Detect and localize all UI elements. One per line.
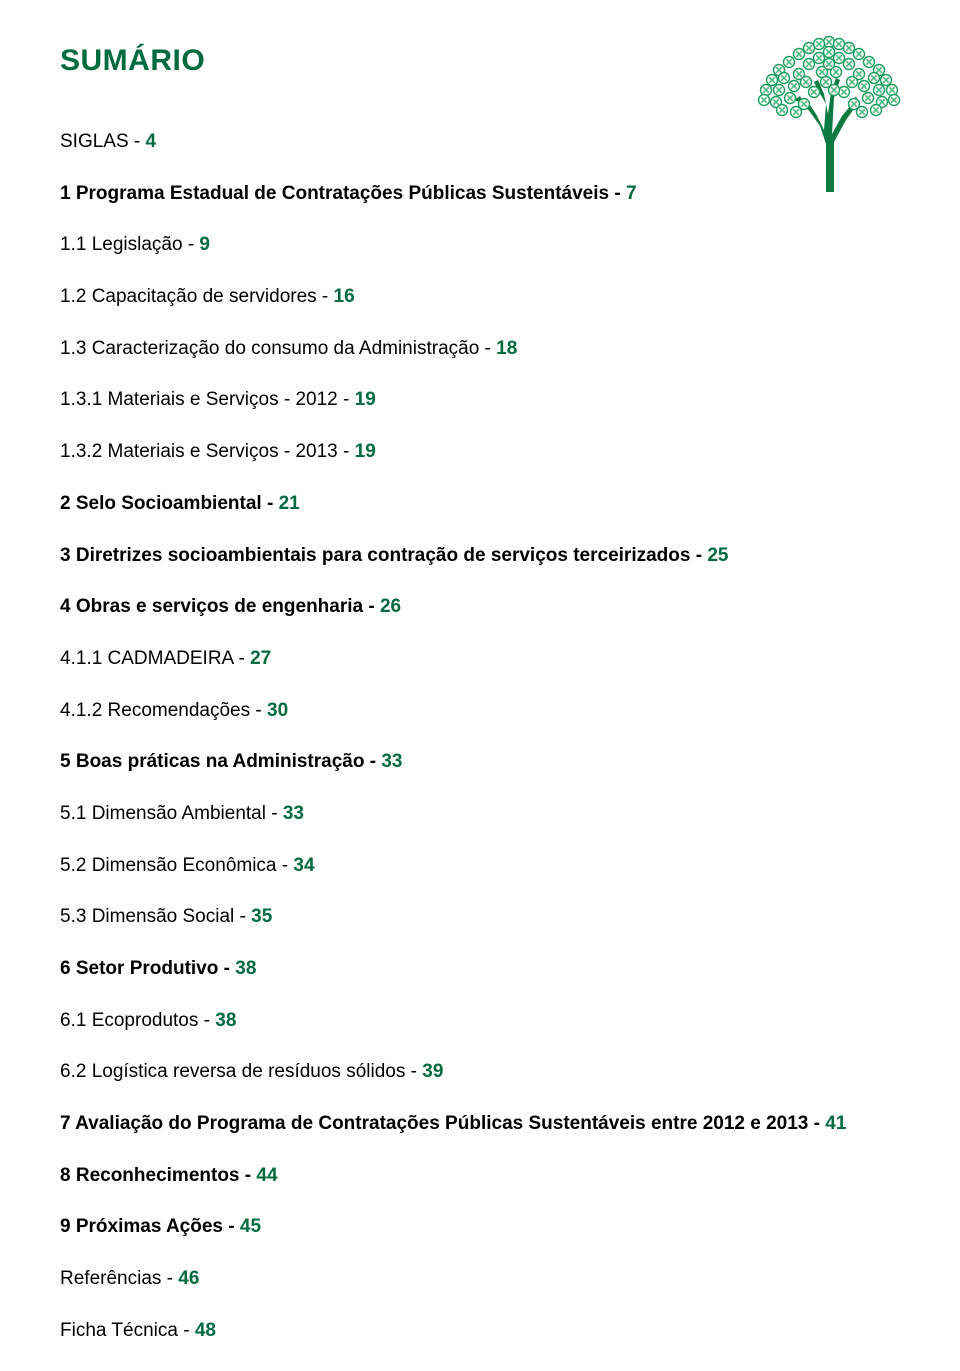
toc-entry: Referências - 46 [60,1267,900,1292]
toc-entry: 6.1 Ecoprodutos - 38 [60,1009,900,1034]
toc-entry: 4 Obras e serviços de engenharia - 26 [60,595,900,620]
toc-entry: 1.3 Caracterização do consumo da Adminis… [60,337,900,362]
toc-page-number: 45 [240,1216,261,1237]
toc-entry: 1.3.1 Materiais e Serviços - 2012 - 19 [60,388,900,413]
toc-label: 7 Avaliação do Programa de Contratações … [60,1113,825,1134]
toc-entry: 7 Avaliação do Programa de Contratações … [60,1112,900,1137]
toc-entry: 1.1 Legislação - 9 [60,233,900,258]
toc-entry: 5.2 Dimensão Econômica - 34 [60,854,900,879]
toc-label: 9 Próximas Ações - [60,1216,240,1237]
tree-illustration [734,34,924,192]
toc-page-number: 48 [195,1320,216,1341]
toc-page-number: 4 [146,131,157,152]
toc-label: 8 Reconhecimentos - [60,1165,256,1186]
toc-page-number: 46 [178,1268,199,1289]
toc-label: 4.1.1 CADMADEIRA - [60,648,250,669]
toc-page-number: 26 [380,596,401,617]
toc-label: 1.3.2 Materiais e Serviços - 2013 - [60,441,355,462]
toc-label: 6 Setor Produtivo - [60,958,235,979]
toc-label: 1.1 Legislação - [60,234,199,255]
toc-page-number: 9 [199,234,210,255]
toc-label: 5 Boas práticas na Administração - [60,751,381,772]
toc-page-number: 18 [496,338,517,359]
toc-page-number: 33 [381,751,402,772]
toc-page-number: 25 [707,545,728,566]
table-of-contents: SIGLAS - 4 1 Programa Estadual de Contrat… [60,130,900,1371]
toc-label: 1 Programa Estadual de Contratações Públ… [60,183,626,204]
toc-entry: 5.1 Dimensão Ambiental - 33 [60,802,900,827]
toc-entry: 5 Boas práticas na Administração - 33 [60,750,900,775]
toc-page-number: 27 [250,648,271,669]
toc-page-number: 38 [235,958,256,979]
toc-label: SIGLAS - [60,131,146,152]
toc-entry: 8 Reconhecimentos - 44 [60,1164,900,1189]
toc-page-number: 16 [334,286,355,307]
toc-label: 1.2 Capacitação de servidores - [60,286,334,307]
toc-label: 2 Selo Socioambiental - [60,493,279,514]
toc-label: Referências - [60,1268,178,1289]
toc-entry: 3 Diretrizes socioambientais para contra… [60,544,900,569]
toc-label: 5.3 Dimensão Social - [60,906,251,927]
toc-entry: 9 Próximas Ações - 45 [60,1215,900,1240]
toc-label: 4.1.2 Recomendações - [60,700,267,721]
toc-page-number: 38 [215,1010,236,1031]
toc-label: 1.3 Caracterização do consumo da Adminis… [60,338,496,359]
toc-label: 3 Diretrizes socioambientais para contra… [60,545,707,566]
toc-page-number: 35 [251,906,272,927]
toc-entry: 1.3.2 Materiais e Serviços - 2013 - 19 [60,440,900,465]
toc-page-number: 44 [256,1165,277,1186]
toc-label: 6.1 Ecoprodutos - [60,1010,215,1031]
toc-entry: 4.1.1 CADMADEIRA - 27 [60,647,900,672]
toc-entry: 6 Setor Produtivo - 38 [60,957,900,982]
toc-entry: 2 Selo Socioambiental - 21 [60,492,900,517]
toc-label: Ficha Técnica - [60,1320,195,1341]
toc-entry: 4.1.2 Recomendações - 30 [60,699,900,724]
toc-page-number: 19 [355,441,376,462]
toc-page-number: 19 [355,389,376,410]
toc-entry: 1.2 Capacitação de servidores - 16 [60,285,900,310]
toc-page-number: 34 [293,855,314,876]
toc-entry: 5.3 Dimensão Social - 35 [60,905,900,930]
toc-entry: 6.2 Logística reversa de resíduos sólido… [60,1060,900,1085]
toc-page-number: 21 [279,493,300,514]
toc-page-number: 7 [626,183,637,204]
toc-label: 6.2 Logística reversa de resíduos sólido… [60,1061,422,1082]
toc-label: 5.1 Dimensão Ambiental - [60,803,283,824]
toc-label: 1.3.1 Materiais e Serviços - 2012 - [60,389,355,410]
toc-label: 5.2 Dimensão Econômica - [60,855,293,876]
toc-page-number: 30 [267,700,288,721]
toc-page-number: 39 [422,1061,443,1082]
toc-entry: Ficha Técnica - 48 [60,1319,900,1344]
toc-page-number: 41 [825,1113,846,1134]
toc-page-number: 33 [283,803,304,824]
toc-label: 4 Obras e serviços de engenharia - [60,596,380,617]
